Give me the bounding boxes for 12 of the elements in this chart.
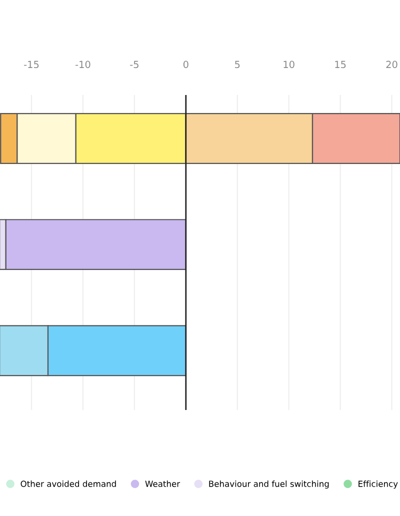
x-tick-label: 0 (183, 60, 188, 68)
x-tick-label: -10 (76, 60, 90, 68)
legend-label: Weather (145, 480, 180, 487)
legend-label: Other avoided demand (20, 480, 116, 487)
legend-label: Behaviour and fuel switching (209, 480, 329, 489)
x-tick-label: -15 (24, 60, 39, 68)
x-tick-label: 20 (386, 60, 398, 68)
x-tick-label: 5 (235, 60, 240, 68)
x-tick-label: 15 (335, 60, 346, 68)
x-tick-label: -5 (130, 60, 138, 68)
x-tick-label: 10 (284, 60, 294, 68)
legend-label: Efficiency (358, 480, 398, 489)
